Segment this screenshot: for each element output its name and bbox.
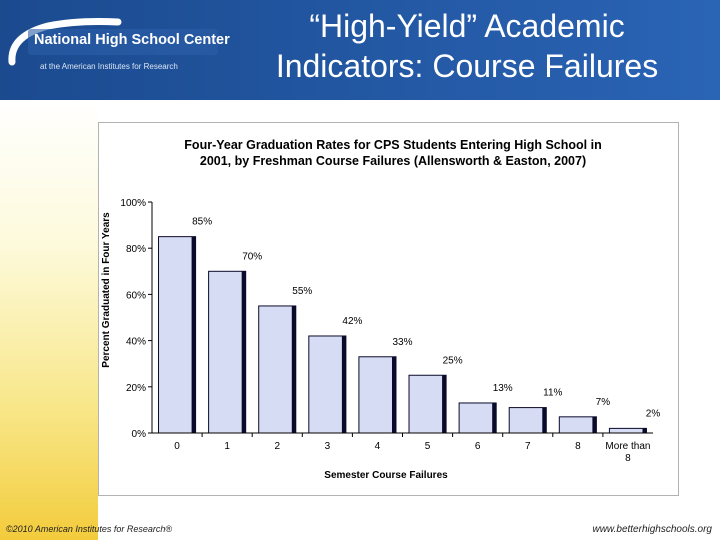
data-label: 7%: [596, 397, 611, 408]
bar-shade: [391, 356, 396, 433]
y-tick-label: 100%: [120, 198, 146, 209]
y-axis-title: Percent Graduated in Four Years: [101, 212, 112, 368]
slide-title: “High-Yield” Academic Indicators: Course…: [222, 6, 712, 86]
nhsc-logo: National High School Center at the Ameri…: [8, 14, 230, 86]
data-label: 33%: [392, 337, 412, 348]
bar-shade: [241, 271, 246, 433]
y-tick-label: 40%: [126, 337, 146, 348]
bar-shade: [191, 236, 196, 433]
x-tick-label: 5: [425, 441, 431, 452]
bar: [208, 270, 247, 434]
bar-shade: [291, 305, 296, 433]
x-tick-label: 6: [475, 441, 481, 452]
x-tick-label: 2: [274, 441, 280, 452]
chart-container: Four-Year Graduation Rates for CPS Stude…: [98, 122, 679, 496]
chart-title-line-2: 2001, by Freshman Course Failures (Allen…: [200, 154, 586, 168]
logo-subtitle: at the American Institutes for Research: [40, 62, 178, 71]
x-axis-title: Semester Course Failures: [324, 470, 448, 481]
y-tick-label: 0%: [132, 429, 147, 440]
bar-chart: Four-Year Graduation Rates for CPS Stude…: [101, 138, 661, 481]
x-tick-label: 4: [375, 441, 381, 452]
bar: [458, 402, 497, 434]
bar-shade: [341, 335, 346, 433]
data-label: 25%: [443, 355, 463, 366]
bar: [358, 356, 397, 434]
data-label: 2%: [646, 408, 661, 419]
logo-name: National High School Center: [34, 32, 230, 48]
data-label: 85%: [192, 217, 212, 228]
data-label: 70%: [242, 251, 262, 262]
bar: [158, 236, 197, 434]
slide-title-line-2: Indicators: Course Failures: [275, 48, 659, 84]
copyright-text: ©2010 American Institutes for Research®: [6, 524, 173, 534]
bar: [408, 374, 447, 434]
bar: [258, 305, 297, 434]
data-label: 42%: [342, 316, 362, 327]
y-tick-label: 60%: [126, 290, 146, 301]
data-label: 55%: [292, 286, 312, 297]
bar-shade: [592, 416, 597, 433]
chart-title-line-1: Four-Year Graduation Rates for CPS Stude…: [184, 138, 601, 152]
bar-shade: [542, 407, 547, 433]
x-tick-label: 0: [174, 441, 180, 452]
x-tick-label: More than 8: [605, 441, 650, 464]
y-tick-label: 20%: [126, 383, 146, 394]
slide-title-line-1: “High-Yield” Academic: [309, 8, 625, 44]
bar-shade: [642, 428, 647, 433]
x-tick-label: 3: [325, 441, 331, 452]
slide-header: National High School Center at the Ameri…: [0, 0, 720, 100]
data-label: 11%: [543, 388, 562, 399]
x-tick-label: 7: [525, 441, 531, 452]
x-tick-label: 1: [224, 441, 230, 452]
bar: [308, 335, 347, 434]
website-link[interactable]: www.betterhighschools.org: [592, 524, 712, 535]
bar: [508, 407, 547, 434]
bar: [608, 427, 647, 434]
bar-shade: [442, 375, 447, 433]
data-label: 13%: [493, 383, 513, 394]
logo-swoosh-icon: [8, 18, 218, 66]
bar-shade: [492, 402, 497, 433]
x-tick-label: 8: [575, 441, 581, 452]
y-tick-label: 80%: [126, 244, 146, 255]
bar: [558, 416, 597, 434]
